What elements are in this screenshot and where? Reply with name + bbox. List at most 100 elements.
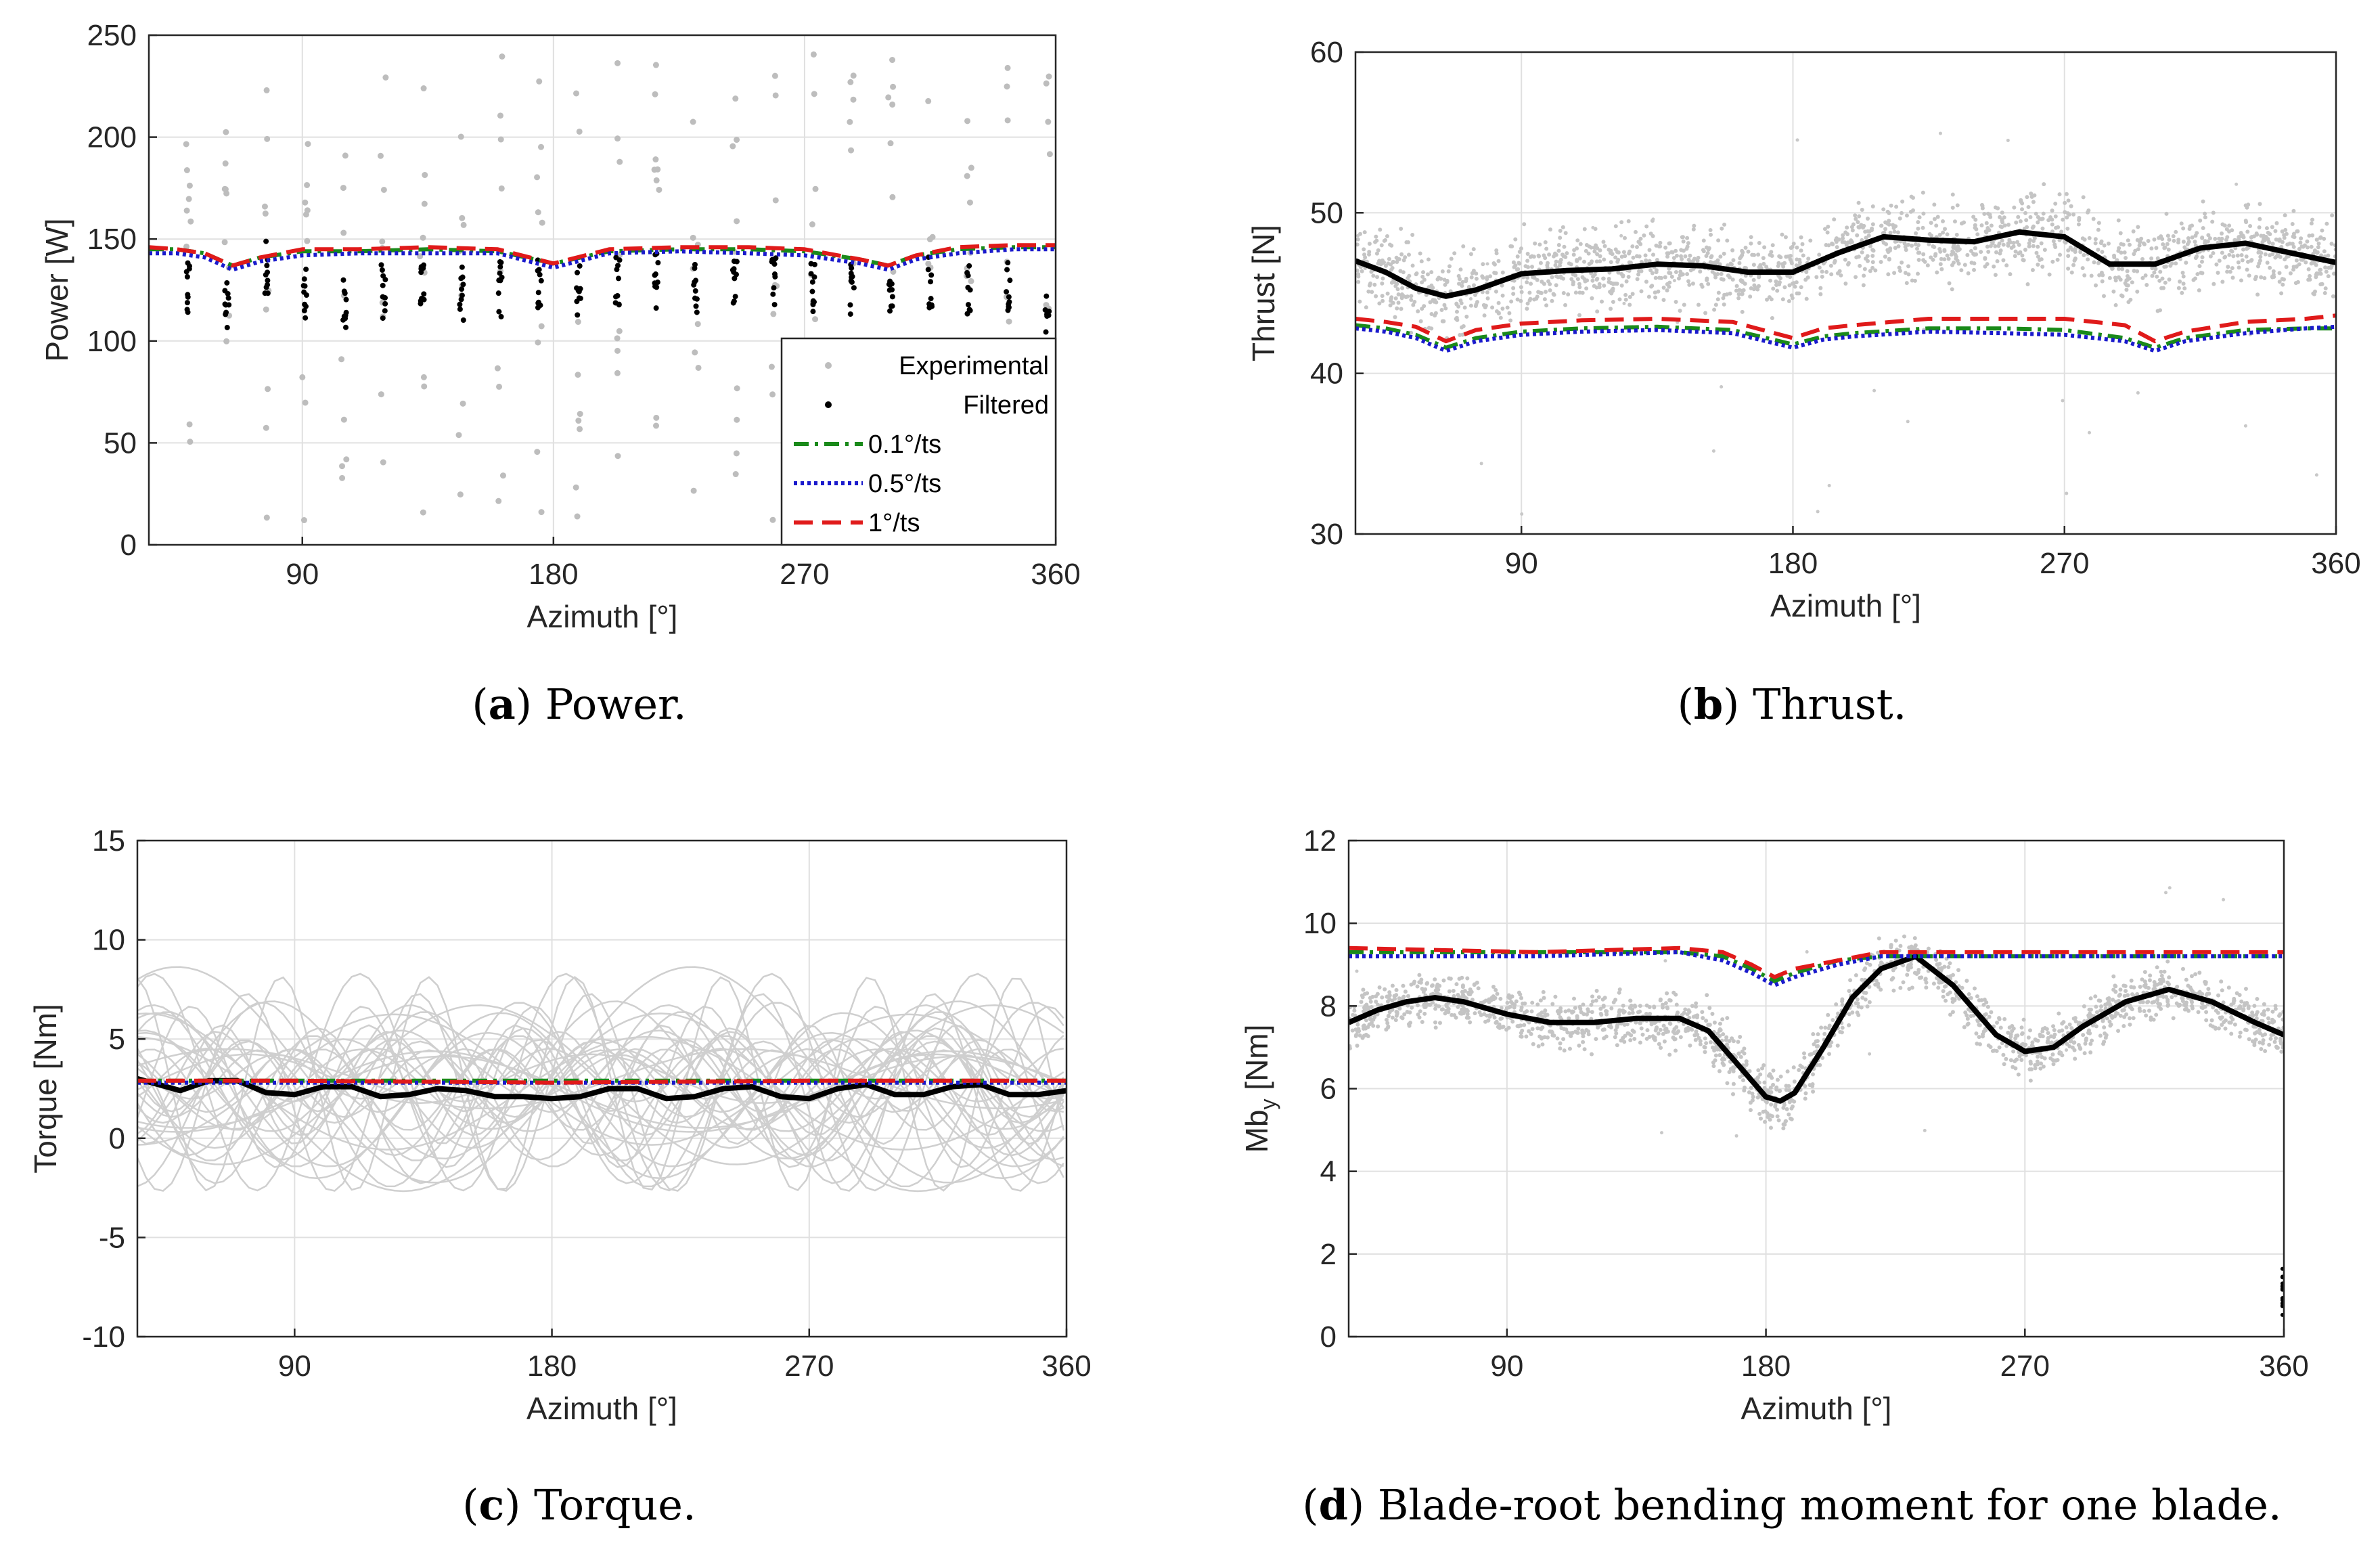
plot-area: [1355, 131, 2336, 516]
experimental-point: [1669, 274, 1674, 279]
experimental-point: [2171, 234, 2176, 239]
experimental-point: [1912, 936, 1917, 941]
experimental-point: [1627, 1005, 1632, 1010]
experimental-point: [1864, 236, 1868, 240]
experimental-point: [1609, 260, 1613, 265]
experimental-point: [1851, 222, 1856, 227]
experimental-point: [1500, 283, 1504, 288]
experimental-point: [2159, 286, 2164, 290]
experimental-point: [1653, 1028, 1658, 1033]
experimental-point: [1489, 997, 1494, 1002]
experimental-point: [1790, 1098, 1795, 1103]
experimental-point: [2254, 1012, 2259, 1017]
experimental-point: [1529, 1031, 1533, 1036]
experimental-point: [2073, 1016, 2078, 1021]
experimental-point: [2272, 1040, 2277, 1044]
experimental-point: [2323, 265, 2328, 270]
caption-paren-close: ): [504, 1480, 520, 1530]
experimental-point: [1710, 1011, 1715, 1016]
experimental-point: [1374, 994, 1378, 999]
filtered-point: [184, 300, 190, 306]
experimental-point: [2093, 241, 2098, 246]
experimental-point: [1801, 1051, 1806, 1056]
experimental-point: [1527, 1029, 1531, 1033]
experimental-point: [656, 186, 663, 193]
experimental-point: [2097, 273, 2102, 277]
filtered-point: [2280, 1312, 2284, 1317]
experimental-point: [1914, 231, 1918, 236]
experimental-point: [1661, 1031, 1665, 1036]
experimental-outlier: [1923, 1128, 1927, 1132]
experimental-point: [1519, 1005, 1524, 1010]
experimental-point: [2096, 261, 2101, 265]
experimental-point: [1987, 228, 1992, 233]
experimental-point: [1366, 1025, 1370, 1029]
filtered-point: [380, 273, 386, 279]
filtered-point: [808, 261, 814, 267]
experimental-point: [1474, 271, 1479, 276]
experimental-point: [2051, 1062, 2056, 1067]
experimental-point: [2142, 242, 2147, 247]
experimental-point: [497, 112, 503, 119]
experimental-point: [1909, 194, 1914, 199]
experimental-point: [1663, 245, 1668, 250]
experimental-point: [1542, 282, 1546, 286]
experimental-point: [2260, 1019, 2265, 1023]
experimental-point: [2068, 1039, 2073, 1044]
experimental-point: [1737, 288, 1742, 292]
plot-area: [1349, 886, 2284, 1317]
experimental-point: [1983, 229, 1988, 233]
legend-marker-filtered: [825, 401, 832, 408]
experimental-point: [2176, 1003, 2181, 1008]
experimental-point: [1835, 1043, 1840, 1048]
experimental-point: [1761, 261, 1766, 266]
experimental-point: [1644, 258, 1648, 263]
experimental-point: [1801, 253, 1805, 258]
experimental-point: [302, 199, 309, 206]
experimental-point: [2245, 229, 2250, 234]
filtered-point: [655, 260, 661, 266]
experimental-point: [1665, 1005, 1669, 1010]
experimental-point: [2180, 999, 2185, 1004]
experimental-point: [2253, 1038, 2258, 1042]
experimental-point: [1883, 254, 1887, 259]
experimental-point: [1840, 1025, 1845, 1030]
experimental-point: [2113, 278, 2118, 283]
experimental-point: [1362, 992, 1367, 996]
experimental-point: [2053, 201, 2058, 206]
experimental-point: [1787, 1112, 1791, 1117]
experimental-point: [1608, 290, 1613, 294]
experimental-point: [1696, 255, 1701, 260]
experimental-point: [2152, 980, 2157, 985]
experimental-point: [1682, 303, 1686, 307]
experimental-point: [1717, 262, 1722, 267]
experimental-point: [1725, 1042, 1730, 1047]
experimental-point: [1439, 276, 1443, 281]
experimental-point: [1558, 1006, 1563, 1010]
experimental-outlier: [1906, 420, 1910, 424]
experimental-point: [1744, 1059, 1749, 1064]
experimental-point: [2244, 246, 2249, 251]
experimental-point: [1817, 265, 1822, 270]
experimental-point: [2237, 1034, 2242, 1039]
experimental-point: [1658, 1027, 1663, 1032]
experimental-point: [1495, 992, 1500, 996]
experimental-point: [1565, 251, 1569, 256]
experimental-point: [2230, 266, 2235, 271]
experimental-point: [1556, 243, 1561, 248]
experimental-point: [2181, 282, 2186, 286]
experimental-point: [2142, 970, 2147, 975]
filtered-point: [302, 301, 308, 307]
experimental-point: [1751, 1094, 1755, 1099]
experimental-point: [1390, 266, 1395, 271]
experimental-point: [1698, 1042, 1703, 1046]
experimental-point: [1544, 290, 1548, 294]
experimental-point: [1624, 279, 1629, 284]
experimental-point: [2159, 973, 2164, 978]
experimental-point: [1983, 1012, 1988, 1017]
experimental-point: [1433, 977, 1437, 982]
experimental-point: [1906, 264, 1911, 269]
experimental-point: [1590, 1052, 1594, 1056]
experimental-point: [1822, 227, 1827, 231]
experimental-point: [1797, 257, 1802, 262]
